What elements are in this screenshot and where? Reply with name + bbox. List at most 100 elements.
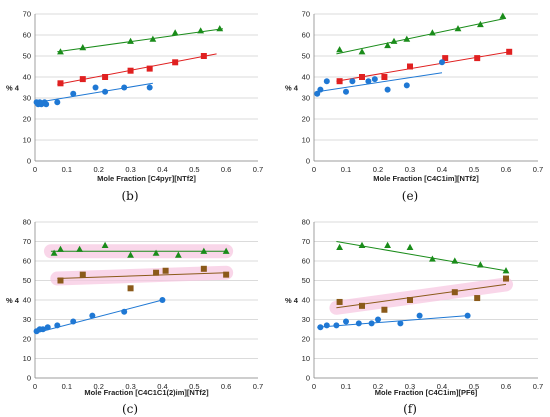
x-tick-label: 0.1 <box>341 165 351 174</box>
data-point-triangle <box>127 251 134 258</box>
data-point-circle <box>44 324 51 331</box>
x-tick-label: 0.2 <box>373 382 383 391</box>
data-point-square <box>153 269 160 276</box>
y-tick-label: 0 <box>27 157 31 166</box>
x-tick-label: 0.6 <box>501 382 511 391</box>
y-tick-label: 20 <box>23 335 31 344</box>
data-point-circle <box>355 320 362 327</box>
data-point-square <box>146 65 153 72</box>
x-tick-label: 0.7 <box>533 165 543 174</box>
data-point-circle <box>43 101 50 108</box>
data-point-triangle <box>358 241 366 248</box>
data-point-triangle <box>390 37 398 44</box>
data-point-triangle <box>200 247 208 254</box>
data-point-circle <box>333 322 340 329</box>
data-point-triangle <box>499 12 507 19</box>
y-tick-label: 10 <box>302 136 310 145</box>
data-point-square <box>506 48 513 55</box>
x-tick-label: 0 <box>33 382 37 391</box>
y-tick-label: 40 <box>302 296 310 305</box>
x-tick-label: 0.4 <box>157 382 167 391</box>
data-point-circle <box>368 320 375 327</box>
y-tick-label: 30 <box>23 315 31 324</box>
x-tick-label: 0.6 <box>221 165 231 174</box>
y-tick-label: 0 <box>306 157 310 166</box>
data-point-circle <box>121 84 128 91</box>
y-tick-label: 70 <box>302 10 310 19</box>
y-tick-label: 50 <box>302 52 310 61</box>
data-point-square <box>102 74 109 80</box>
y-tick-label: 30 <box>302 315 310 324</box>
y-tick-label: 60 <box>302 31 310 40</box>
data-point-square <box>172 59 179 66</box>
y-tick-label: 10 <box>23 354 31 363</box>
x-tick-label: 0 <box>33 165 37 174</box>
y-tick-label: 60 <box>302 257 310 266</box>
panel-caption: (b) <box>121 189 138 203</box>
data-point-square <box>79 76 86 83</box>
data-point-triangle <box>406 243 414 250</box>
data-point-triangle <box>149 35 157 42</box>
trendline <box>317 72 443 93</box>
data-point-circle <box>121 308 128 315</box>
data-point-triangle <box>197 27 205 34</box>
trendline <box>336 17 507 55</box>
y-tick-label: 0 <box>27 374 31 383</box>
data-point-square <box>442 55 449 62</box>
data-point-circle <box>416 312 423 319</box>
y-tick-label: 50 <box>302 276 310 285</box>
y-tick-label: 30 <box>23 94 31 103</box>
data-point-circle <box>92 84 99 91</box>
y-axis-label: % 4 <box>285 296 299 305</box>
data-point-triangle <box>477 20 484 28</box>
x-tick-label: 0.5 <box>189 382 199 391</box>
data-point-triangle <box>451 257 459 264</box>
x-tick-label: 0 <box>312 165 316 174</box>
data-point-circle <box>371 76 378 83</box>
data-point-circle <box>89 312 96 319</box>
x-tick-label: 0.2 <box>93 165 103 174</box>
chart-b: 0 10 20 30 40 50 60 70 0 0.1 0.2 0.3 0.4 0.5 0.6 0.7 Mol… <box>6 10 263 204</box>
x-tick-label: 0.4 <box>437 382 447 391</box>
data-point-square <box>407 297 413 303</box>
data-point-circle <box>39 326 46 333</box>
data-point-circle <box>397 320 404 327</box>
data-point-square <box>474 55 481 62</box>
data-point-circle <box>464 312 471 319</box>
chart-e: 0 10 20 30 40 50 60 70 0 0.1 0.2 0.3 0.4 0.5 0.6 0.7 Mol… <box>285 10 543 204</box>
data-point-triangle <box>152 249 160 256</box>
data-point-circle <box>317 86 324 93</box>
data-point-circle <box>314 90 321 97</box>
panel-caption: (e) <box>402 189 418 203</box>
x-tick-label: 0.3 <box>405 165 415 174</box>
data-point-square <box>359 302 365 309</box>
x-tick-label: 0.5 <box>469 165 479 174</box>
data-point-triangle <box>358 48 366 55</box>
data-point-square <box>381 74 388 80</box>
data-point-triangle <box>127 37 134 44</box>
x-tick-label: 0.1 <box>62 165 72 174</box>
trendline <box>336 241 507 272</box>
x-tick-label: 0.3 <box>125 382 135 391</box>
data-point-square <box>336 298 343 305</box>
x-tick-label: 0.6 <box>501 165 511 174</box>
trendline <box>38 82 153 103</box>
panel-caption: (c) <box>122 402 138 416</box>
data-point-triangle <box>429 29 436 36</box>
data-point-square <box>503 275 509 282</box>
chart-f: 0 10 20 30 40 50 60 70 80 0 0.1 0.2 0.3 0.4 0.5 0.6 0.7 M… <box>285 218 543 417</box>
y-axis-label: % 4 <box>6 296 20 305</box>
data-point-circle <box>159 297 166 303</box>
data-point-circle <box>317 324 324 331</box>
data-point-triangle <box>101 241 109 248</box>
x-tick-label: 0.6 <box>221 382 231 391</box>
data-point-triangle <box>403 35 411 42</box>
data-point-triangle <box>222 247 230 254</box>
y-tick-label: 60 <box>23 257 31 266</box>
data-point-triangle <box>454 25 462 32</box>
panel-caption: (f) <box>403 402 417 416</box>
y-tick-label: 10 <box>302 354 310 363</box>
data-point-square <box>162 267 169 274</box>
x-tick-label: 0.3 <box>405 382 415 391</box>
data-point-square <box>57 80 64 87</box>
